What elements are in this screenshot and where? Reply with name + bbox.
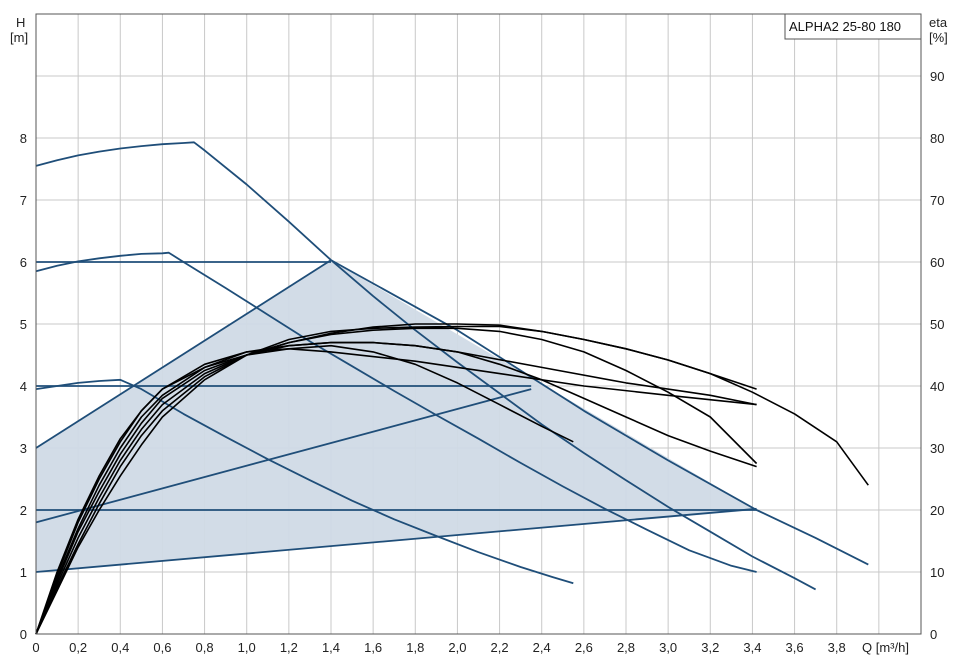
y-right-tick-label: 40 [930,379,944,394]
x-tick-label: 0,6 [153,640,171,655]
y-right-tick-label: 80 [930,131,944,146]
x-tick-label: 1,0 [238,640,256,655]
x-tick-label: 0 [32,640,39,655]
y-right-tick-label: 50 [930,317,944,332]
x-tick-label: 0,4 [111,640,129,655]
y-right-tick-label: 30 [930,441,944,456]
head-curve [330,259,869,566]
x-tick-label: 3,8 [828,640,846,655]
x-tick-label: 2,4 [533,640,551,655]
x-tick-label: 2,2 [491,640,509,655]
x-tick-label: 3,0 [659,640,677,655]
x-tick-label: 1,6 [364,640,382,655]
head-curve [35,251,757,573]
tick-labels-layer: 0 0,2 0,4 0,6 0,8 1,0 1,2 1,4 1,6 1,8 2,0 2,2 2,4 2,6… [20,69,945,655]
y-right-tick-label: 10 [930,565,944,580]
x-tick-label: 2,0 [448,640,466,655]
y-left-tick-label: 3 [20,441,27,456]
head-curve [35,259,332,449]
x-axis-label: Q [m³/h] [862,640,909,655]
efficiency-curve [35,348,757,635]
head-curve [35,507,757,573]
y-left-tick-label: 0 [20,627,27,642]
x-tick-label: 1,2 [280,640,298,655]
y-left-tick-label: 4 [20,379,27,394]
x-tick-label: 1,8 [406,640,424,655]
y-right-label-line2: [%] [929,30,948,45]
y-left-tick-label: 2 [20,503,27,518]
x-tick-label: 3,2 [701,640,719,655]
x-tick-label: 2,6 [575,640,593,655]
operating-area [36,260,757,572]
y-left-tick-label: 1 [20,565,27,580]
efficiency-curves-layer [35,323,869,635]
y-right-tick-label: 60 [930,255,944,270]
x-tick-label: 0,2 [69,640,87,655]
y-left-tick-label: 6 [20,255,27,270]
x-tick-label: 0,8 [196,640,214,655]
y-right-tick-label: 20 [930,503,944,518]
model-box [784,13,922,40]
plot-frame [35,13,922,635]
y-right-tick-label: 90 [930,69,944,84]
x-tick-label: 1,4 [322,640,340,655]
y-left-tick-label: 8 [20,131,27,146]
x-tick-label: 2,8 [617,640,635,655]
y-left-tick-label: 7 [20,193,27,208]
head-curve [35,388,532,524]
y-right-label-line1: eta [929,15,948,30]
y-left-tick-label: 5 [20,317,27,332]
y-right-tick-label: 0 [930,627,937,642]
x-tick-label: 3,4 [743,640,761,655]
y-left-label-line1: H [16,15,25,30]
head-curves-layer [35,141,869,591]
operating-area-layer [36,260,757,572]
efficiency-curve [35,325,757,635]
x-tick-label: 3,6 [786,640,804,655]
y-left-label-line2: [m] [10,30,28,45]
y-right-tick-label: 70 [930,193,944,208]
efficiency-curve [35,327,758,635]
model-title: ALPHA2 25-80 180 [789,19,901,34]
